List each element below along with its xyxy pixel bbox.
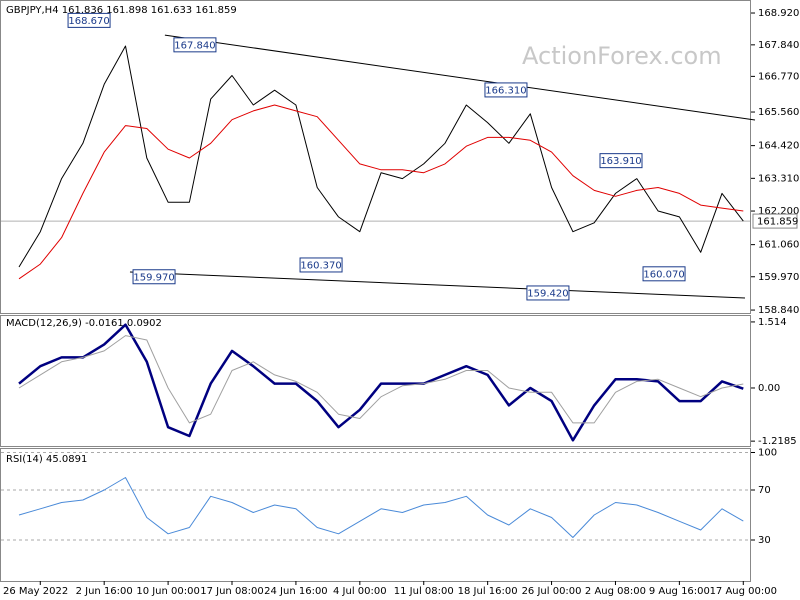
x-tick-label: 17 Jun 08:00 — [200, 586, 264, 597]
y-tick-label: 100 — [758, 448, 777, 459]
macd-panel-frame — [0, 315, 751, 447]
x-tick-label: 9 Aug 16:00 — [649, 586, 710, 597]
x-tick-label: 2 Aug 08:00 — [585, 586, 646, 597]
price-panel-frame — [0, 0, 751, 314]
price-label-box — [484, 82, 528, 98]
price-label: 159.970 — [133, 272, 174, 283]
price-label-box — [67, 12, 111, 28]
y-tick-label: 30 — [758, 535, 771, 546]
price-label: 159.420 — [527, 288, 568, 299]
price-label: 163.910 — [600, 156, 641, 167]
y-tick-label: 70 — [758, 485, 771, 496]
x-tick-label: 26 Jul 00:00 — [522, 586, 582, 597]
price-label: 168.670 — [68, 16, 109, 27]
price-title: GBPJPY,H4 161.836 161.898 161.633 161.85… — [6, 5, 237, 16]
rsi-panel-frame — [0, 448, 751, 582]
x-tick-label: 11 Jul 08:00 — [394, 586, 454, 597]
series-line — [18, 104, 744, 280]
price-label: 166.310 — [485, 85, 526, 96]
y-tick-label: 164.420 — [758, 141, 799, 152]
price-label-box — [526, 285, 570, 301]
y-tick-label: 1.514 — [758, 317, 787, 328]
series-line — [18, 335, 744, 424]
y-tick-label: 165.560 — [758, 107, 799, 118]
x-tick-label: 18 Jul 16:00 — [458, 586, 518, 597]
current-price-box — [752, 213, 798, 229]
x-tick-label: 4 Jul 00:00 — [333, 586, 387, 597]
y-tick-label: 166.770 — [758, 71, 799, 82]
price-label: 160.370 — [300, 260, 341, 271]
trendline — [129, 271, 746, 299]
price-label-box — [299, 257, 343, 273]
trendline — [164, 34, 756, 121]
price-label-box — [642, 266, 686, 282]
x-tick-label: 26 May 2022 — [3, 586, 68, 597]
y-tick-label: 167.840 — [758, 40, 799, 51]
x-tick-label: 2 Jun 16:00 — [76, 586, 133, 597]
price-label-box — [173, 37, 217, 53]
price-label: 160.070 — [643, 269, 684, 280]
series-line — [18, 477, 744, 538]
y-tick-label: 159.970 — [758, 272, 799, 283]
y-tick-label: 163.310 — [758, 173, 799, 184]
y-tick-label: -1.2185 — [758, 436, 797, 447]
rsi-title: RSI(14) 45.0891 — [6, 454, 87, 465]
series-line — [18, 45, 744, 268]
y-tick-label: 158.840 — [758, 305, 799, 316]
y-tick-label: 168.920 — [758, 8, 799, 19]
price-label-box — [132, 269, 176, 285]
x-tick-label: 24 Jun 16:00 — [264, 586, 328, 597]
macd-title: MACD(12,26,9) -0.0161 0.0902 — [6, 318, 162, 329]
x-tick-label: 17 Aug 00:00 — [710, 586, 777, 597]
y-tick-label: 162.200 — [758, 206, 799, 217]
watermark: ActionForex.com — [522, 42, 722, 70]
series-line — [18, 323, 744, 442]
current-price-label: 161.859 — [757, 217, 798, 228]
y-tick-label: 0.00 — [758, 383, 780, 394]
price-label-box — [599, 153, 643, 169]
x-tick-label: 10 Jun 00:00 — [136, 586, 200, 597]
price-label: 167.840 — [174, 40, 215, 51]
y-tick-label: 161.060 — [758, 240, 799, 251]
